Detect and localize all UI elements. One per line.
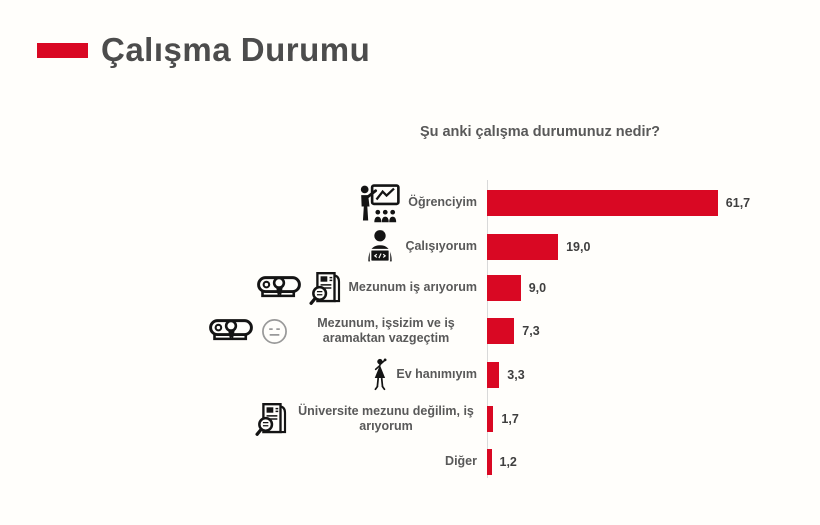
bar-cell: 9,0: [487, 275, 810, 301]
bar: [487, 449, 492, 475]
value-label: 19,0: [566, 240, 591, 254]
bar-cell: 1,7: [487, 406, 810, 432]
category-label-cell: Üniversite mezunu değilim, iş arıyorum: [150, 401, 487, 437]
bar-cell: 3,3: [487, 362, 810, 388]
category-label-cell: Mezunum iş arıyorum: [150, 270, 487, 306]
bar: [487, 190, 718, 216]
value-label: 9,0: [528, 281, 547, 295]
bar-cell: 1,2: [487, 449, 810, 475]
bar-cell: 7,3: [487, 318, 810, 344]
news-search-icon: [255, 402, 287, 436]
value-label: 1,2: [499, 455, 517, 469]
value-label: 1,7: [501, 412, 519, 426]
woman-icon: [374, 358, 387, 391]
bar-row: Çalışıyorum 19,0: [150, 225, 810, 269]
title-accent-bar: [37, 43, 88, 58]
category-label: Ev hanımıyım: [396, 367, 477, 382]
bar-row: Diğer 1,2: [150, 440, 810, 484]
category-label-cell: Çalışıyorum: [150, 228, 487, 266]
bar: [487, 318, 515, 344]
value-label: 3,3: [507, 368, 525, 382]
diploma-icon: [209, 318, 253, 340]
bar-row: Öğrenciyim 61,7: [150, 181, 810, 225]
bar: [487, 362, 500, 388]
category-label: Diğer: [445, 454, 477, 469]
category-label: Mezunum iş arıyorum: [348, 280, 478, 295]
bar-cell: 19,0: [487, 234, 810, 260]
value-label: 7,3: [522, 324, 540, 338]
bar-cell: 61,7: [487, 190, 810, 216]
category-label: Öğrenciyim: [408, 195, 477, 210]
diploma-icon: [256, 275, 301, 297]
bar-row: Mezunum, işsizim ve iş aramaktan vazgeçt…: [150, 309, 810, 353]
category-label: Mezunum, işsizim ve iş aramaktan vazgeçt…: [317, 315, 455, 346]
bar: [487, 275, 521, 301]
category-label: Üniversite mezunu değilim, iş arıyorum: [298, 403, 474, 434]
category-label-cell: Ev hanımıyım: [150, 357, 487, 393]
chart-title: Şu anki çalışma durumunuz nedir?: [419, 124, 661, 140]
category-label-cell: Mezunum, işsizim ve iş aramaktan vazgeçt…: [150, 315, 487, 348]
bar-row: Üniversite mezunu değilim, iş arıyorum 1…: [150, 397, 810, 441]
bar-row: Ev hanımıyım 3,3: [150, 353, 810, 397]
bar-row: Mezunum iş arıyorum 9,0: [150, 266, 810, 310]
presentation-icon: [361, 184, 400, 223]
page-title: Çalışma Durumu: [101, 31, 371, 68]
bar: [487, 234, 559, 260]
category-label-cell: Öğrenciyim: [150, 182, 487, 224]
bar: [487, 406, 494, 432]
news-search-icon: [308, 271, 340, 305]
value-label: 61,7: [725, 196, 751, 210]
category-label: Çalışıyorum: [405, 239, 477, 254]
category-label-cell: Diğer: [150, 454, 487, 470]
neutral-face-icon: [262, 318, 287, 344]
person-laptop-icon: [368, 230, 393, 263]
